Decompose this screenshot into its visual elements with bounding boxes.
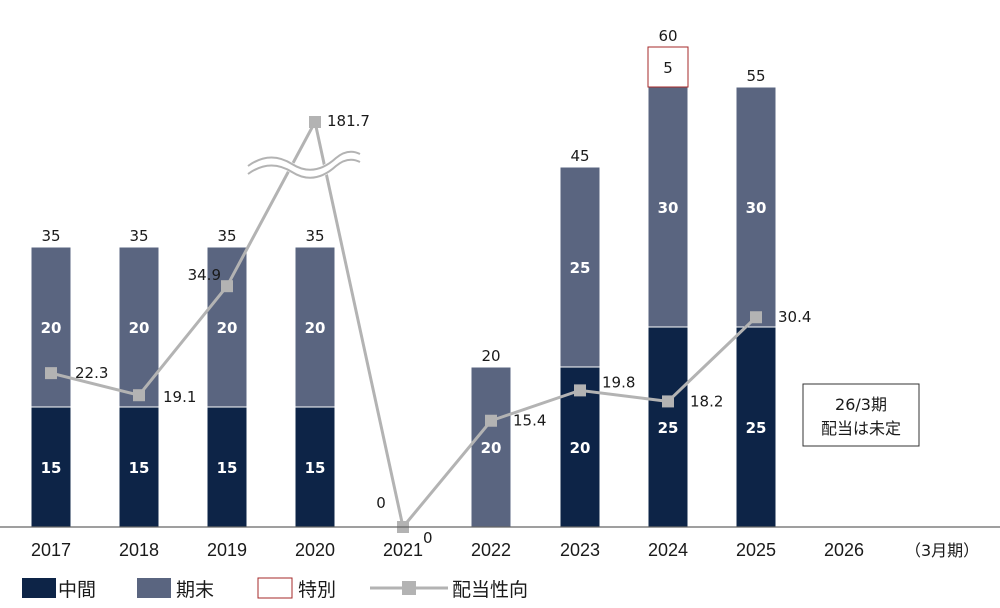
legend: 中間 期末 特別 配当性向 — [22, 577, 528, 601]
x-tick-2017: 2017 — [31, 540, 71, 560]
payout-label-2023: 19.8 — [602, 373, 635, 391]
axis-break-upper — [247, 150, 361, 171]
bar-2024-seg-0 — [647, 326, 689, 528]
bar-label-2025-seg-1: 30 — [746, 199, 767, 217]
payout-label-2018: 19.1 — [163, 388, 196, 406]
payout-marker-2022 — [485, 414, 497, 427]
payout-marker-2025 — [750, 311, 762, 324]
x-tick-2021: 2021 — [383, 540, 423, 560]
payout-label-2019: 34.9 — [188, 266, 221, 284]
bar-2024-seg-1 — [647, 86, 689, 328]
total-label-2020: 35 — [305, 227, 324, 245]
bar-2017-seg-1 — [30, 246, 72, 408]
x-tick-2018: 2018 — [119, 540, 159, 560]
total-label-2021: 0 — [376, 494, 386, 512]
bar-label-2022-seg-1: 20 — [481, 439, 502, 457]
note-box: 26/3期 配当は未定 — [802, 383, 920, 447]
payout-label-2021: 0 — [423, 529, 433, 547]
bar-2019-seg-1 — [206, 246, 248, 408]
bar-label-2025-seg-0: 25 — [746, 419, 767, 437]
bar-label-2017-seg-1: 20 — [41, 319, 62, 337]
legend-swatch-special — [257, 577, 293, 599]
payout-marker-2023 — [574, 384, 586, 397]
x-tick-2019: 2019 — [207, 540, 247, 560]
bar-2020-seg-1 — [294, 246, 336, 408]
note-line-1: 26/3期 — [835, 395, 887, 414]
legend-marker-payout — [402, 581, 416, 595]
x-tick-2020: 2020 — [295, 540, 335, 560]
bar-label-2023-seg-0: 20 — [570, 439, 591, 457]
bar-2024-seg-2 — [647, 46, 689, 88]
bar-label-2024-seg-0: 25 — [658, 419, 679, 437]
x-tick-2023: 2023 — [560, 540, 600, 560]
legend-label-yearend: 期末 — [176, 579, 214, 601]
x-tick-2026: 2026 — [824, 540, 864, 560]
bar-label-2018-seg-1: 20 — [129, 319, 150, 337]
bar-label-2024-seg-1: 30 — [658, 199, 679, 217]
bar-label-2019-seg-0: 15 — [217, 459, 238, 477]
bar-label-2020-seg-1: 20 — [305, 319, 326, 337]
x-unit-label: （3月期） — [905, 541, 979, 560]
legend-label-special: 特別 — [298, 579, 336, 601]
x-tick-2024: 2024 — [648, 540, 688, 560]
total-label-2024: 60 — [658, 27, 677, 45]
payout-marker-2020 — [309, 116, 321, 128]
axis-break-lower — [247, 158, 361, 179]
total-label-2023: 45 — [570, 147, 589, 165]
payout-marker-2024 — [662, 395, 674, 408]
legend-swatch-yearend — [137, 578, 171, 598]
payout-label-2025: 30.4 — [778, 308, 811, 326]
legend-label-payout: 配当性向 — [452, 579, 528, 601]
total-label-2025: 55 — [746, 67, 765, 85]
payout-marker-2018 — [133, 389, 145, 402]
legend-label-interim: 中間 — [58, 579, 96, 601]
bar-2025-seg-1 — [735, 86, 777, 328]
bars-layer: 15 20 35 15 20 35 15 20 35 15 20 35 0 20 20 20 25 45 25 30 5… — [30, 27, 777, 528]
payout-label-2022: 15.4 — [513, 412, 546, 430]
x-tick-2022: 2022 — [471, 540, 511, 560]
bar-label-2018-seg-0: 15 — [129, 459, 150, 477]
bar-label-2020-seg-0: 15 — [305, 459, 326, 477]
bar-2017-seg-0 — [30, 406, 72, 528]
axis-break-mask — [245, 150, 363, 179]
total-label-2022: 20 — [481, 347, 500, 365]
note-line-2: 配当は未定 — [821, 419, 901, 438]
bar-label-2017-seg-0: 15 — [41, 459, 62, 477]
bar-2023-seg-1 — [559, 166, 601, 368]
payout-label-2024: 18.2 — [690, 392, 723, 410]
bar-label-2023-seg-1: 25 — [570, 259, 591, 277]
payout-line-layer: 22.3 19.1 34.9 181.7 0 15.4 19.8 18.2 30.4 — [45, 112, 811, 547]
bar-label-2019-seg-1: 20 — [217, 319, 238, 337]
total-label-2019: 35 — [217, 227, 236, 245]
bar-label-2024-seg-2: 5 — [663, 59, 673, 77]
legend-swatch-interim — [22, 578, 56, 598]
x-tick-2025: 2025 — [736, 540, 776, 560]
total-label-2018: 35 — [129, 227, 148, 245]
total-label-2017: 35 — [41, 227, 60, 245]
payout-label-2020: 181.7 — [327, 112, 370, 130]
x-tick-labels: 2017 2018 2019 2020 2021 2022 2023 2024 2025 2026 — [31, 540, 864, 560]
payout-marker-2019 — [221, 280, 233, 293]
payout-label-2017: 22.3 — [75, 364, 108, 382]
payout-marker-2017 — [45, 367, 57, 380]
bar-2025-seg-0 — [735, 326, 777, 528]
